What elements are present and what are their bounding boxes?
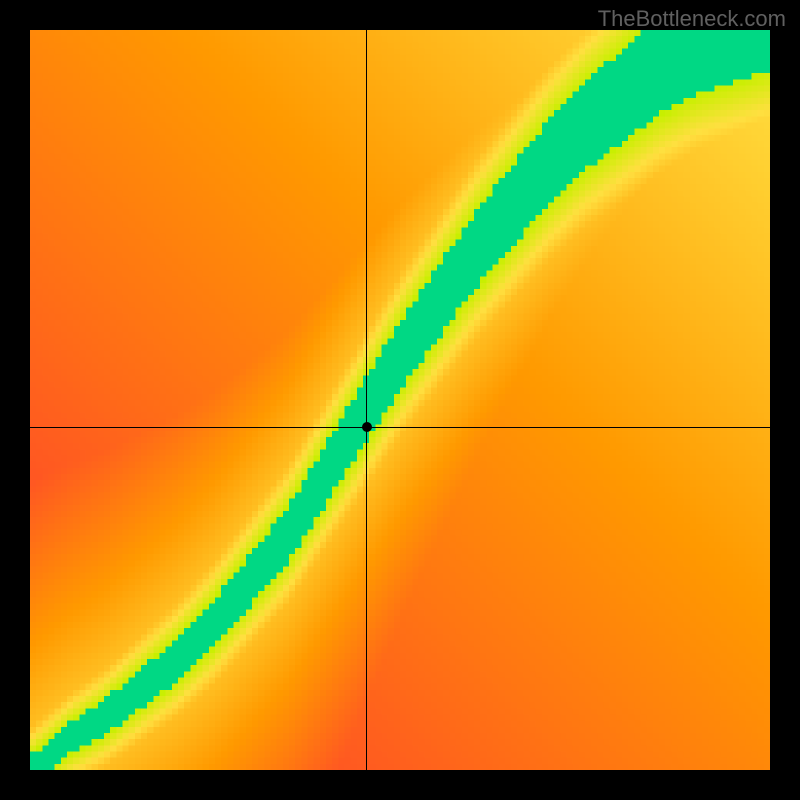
chart-container: TheBottleneck.com <box>0 0 800 800</box>
bottleneck-heatmap <box>30 30 770 770</box>
crosshair-vertical <box>366 30 367 770</box>
crosshair-horizontal <box>30 427 770 428</box>
watermark-text: TheBottleneck.com <box>598 6 786 32</box>
